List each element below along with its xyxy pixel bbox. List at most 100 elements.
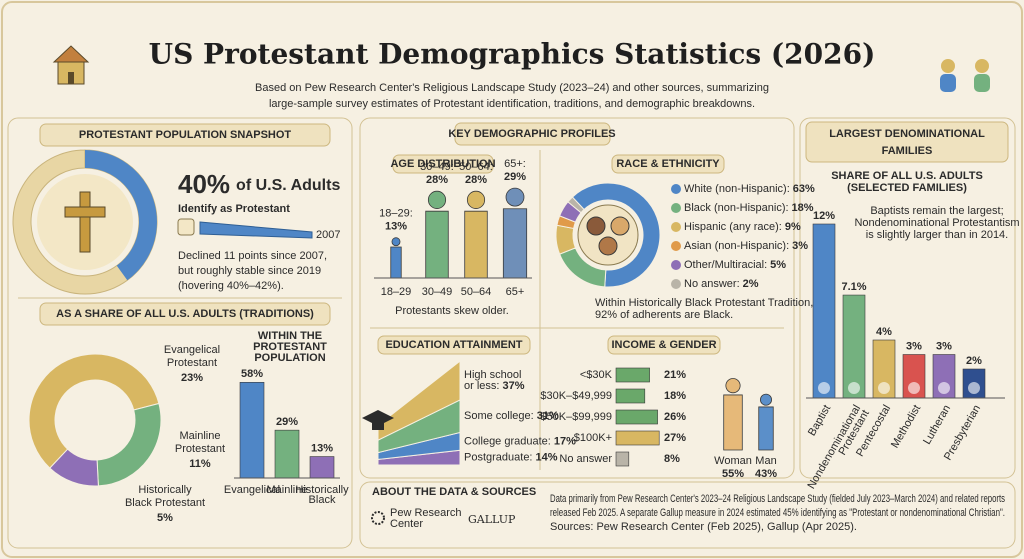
note: Nondenominational Protestantism	[854, 217, 1019, 229]
face	[586, 216, 606, 236]
value-label: 43%	[755, 468, 777, 480]
heading-box	[392, 154, 494, 174]
source-text: Sources: Pew Research Center (Feb 2025),…	[550, 521, 857, 533]
trend-arrow	[199, 221, 313, 239]
category-label: Man	[755, 455, 776, 467]
heading: AS A SHARE OF ALL U.S. ADULTS (TRADITION…	[56, 308, 314, 320]
heading-box	[454, 122, 611, 146]
band-label: High school	[464, 369, 521, 381]
value-label: 11%	[189, 458, 211, 470]
gender-figure	[723, 378, 743, 451]
bar	[812, 223, 836, 399]
value-label: 26%	[664, 411, 686, 423]
gender-figure	[758, 393, 774, 451]
note: is slightly larger than in 2014.	[866, 229, 1008, 241]
bar-icon	[908, 382, 920, 394]
text-part: Asian (non-Hispanic):	[684, 240, 789, 252]
source-text: Data primarily from Pew Research Center'…	[550, 493, 1005, 505]
logo: GALLUP	[468, 513, 516, 526]
subheading: SHARE OF ALL U.S. ADULTS	[831, 170, 983, 182]
donut-slice	[567, 196, 585, 214]
y-tick-label: $30K–$49,999	[540, 390, 612, 402]
bar-icon	[968, 382, 980, 394]
subheading: (SELECTED FAMILIES)	[847, 182, 967, 194]
legend-entry: White (non-Hispanic): 63%	[684, 183, 815, 195]
cross-icon	[79, 191, 91, 253]
value-label: 8%	[664, 453, 680, 465]
slice-name: Mainline	[180, 430, 221, 442]
note: Protestants skew older.	[395, 305, 509, 317]
value-label: 29%	[504, 171, 526, 183]
cross-icon	[64, 206, 106, 218]
source-text: released Feb 2025. A separate Gallup mea…	[550, 507, 1005, 519]
text-part: Other/Multiracial:	[684, 259, 767, 271]
bar	[309, 456, 335, 479]
bar	[615, 367, 650, 383]
text-part: White (non-Hispanic):	[684, 183, 790, 195]
text-part: 63%	[793, 183, 815, 195]
text-part: Some college:	[464, 410, 534, 422]
band-label: or less: 37%	[464, 380, 525, 392]
value-label: 55%	[722, 468, 744, 480]
y-tick-label: $100K+	[574, 432, 612, 444]
y-tick-label: <$30K	[580, 369, 613, 381]
note: but roughly stable since 2019	[178, 265, 321, 277]
text-part: or less:	[464, 380, 499, 392]
age-figure	[425, 190, 449, 279]
category-label: 65+:	[504, 158, 526, 170]
age-figure	[502, 187, 528, 279]
bar	[615, 388, 646, 404]
text-part: Hispanic (any race):	[684, 221, 782, 233]
face	[610, 216, 630, 236]
y-tick-label: No answer	[559, 453, 612, 465]
legend-swatch	[671, 260, 681, 270]
text-part: 40%	[178, 169, 230, 199]
heading: RACE & ETHNICITY	[616, 158, 720, 170]
value-label: 2%	[966, 355, 982, 367]
text-part: 2%	[743, 278, 759, 290]
donut-slice	[49, 448, 99, 487]
right-panel	[799, 117, 1016, 479]
legend-swatch	[671, 279, 681, 289]
y-tick-label: $50K–$99,999	[540, 411, 612, 423]
heading-box	[611, 154, 725, 174]
left-panel	[7, 117, 353, 549]
band-label: Postgraduate: 14%	[464, 452, 558, 464]
x-tick-label: Mainline	[267, 484, 308, 496]
text-part: of U.S. Adults	[236, 177, 340, 194]
legend-swatch	[671, 203, 681, 213]
legend-entry: Black (non-Hispanic): 18%	[684, 202, 814, 214]
value-label: 3%	[936, 340, 952, 352]
note: Declined 11 points since 2007,	[178, 250, 327, 262]
donut-slice	[28, 353, 160, 469]
text-part: Black (non-Hispanic):	[684, 202, 789, 214]
x-tick-label: 18–29	[381, 286, 412, 298]
heading: ABOUT THE DATA & SOURCES	[372, 486, 536, 498]
subtitle: Based on Pew Research Center's Religious…	[255, 82, 769, 94]
text-part: 9%	[785, 221, 801, 233]
bar-icon	[878, 382, 890, 394]
value-label: 23%	[181, 372, 203, 384]
category-label: 30–49:	[420, 161, 454, 173]
text-part: No answer:	[684, 278, 740, 290]
heading: INCOME & GENDER	[611, 339, 716, 351]
note: 92% of adherents are Black.	[595, 309, 733, 321]
corner-icon	[940, 59, 990, 92]
value-label: 28%	[465, 174, 487, 186]
value-label: 7.1%	[841, 281, 866, 293]
heading-box	[607, 335, 721, 355]
legend-swatch	[671, 222, 681, 232]
face	[598, 236, 618, 256]
headline: Identify as Protestant	[178, 203, 290, 215]
heading: PROTESTANT POPULATION SNAPSHOT	[79, 129, 292, 141]
heading-box	[39, 123, 331, 147]
x-tick-label: 30–49	[422, 286, 453, 298]
value-label: 3%	[906, 340, 922, 352]
heading-box	[377, 335, 531, 355]
text-part: 37%	[502, 380, 524, 392]
legend-entry: Hispanic (any race): 9%	[684, 221, 801, 233]
slice-name: Protestant	[175, 443, 225, 455]
note: Baptists remain the largest;	[870, 205, 1003, 217]
text-part: 14%	[536, 452, 558, 464]
